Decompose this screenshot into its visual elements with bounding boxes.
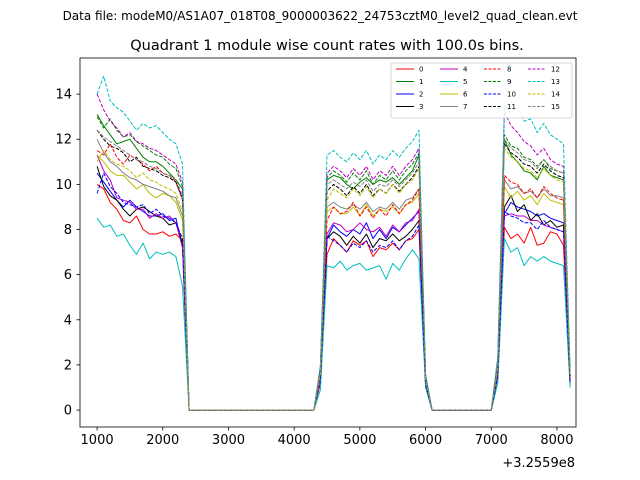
series-line-12 <box>96 93 571 411</box>
series-lines <box>96 75 571 411</box>
legend-label-11: 11 <box>507 103 516 111</box>
series-line-14 <box>96 147 571 411</box>
legend-label-2: 2 <box>419 91 423 99</box>
axes: 1000 2000 3000 4000 5000 6000 7000 800002468101… <box>55 57 577 448</box>
legend-label-3: 3 <box>419 103 423 111</box>
legend-box <box>390 62 573 119</box>
y-tick-label: 14 <box>55 88 72 103</box>
y-tick-label: 10 <box>55 178 72 193</box>
legend-label-13: 13 <box>551 78 560 86</box>
x-tick-label: 4000 <box>278 433 311 448</box>
plot-area <box>80 58 576 427</box>
legend-label-5: 5 <box>463 78 467 86</box>
legend-label-7: 7 <box>463 103 467 111</box>
legend-label-0: 0 <box>419 66 423 74</box>
x-tick-label: 1000 <box>81 433 114 448</box>
legend-label-14: 14 <box>551 91 560 99</box>
x-tick-label: 5000 <box>343 433 376 448</box>
y-tick-label: 6 <box>64 268 72 283</box>
series-line-15 <box>96 129 571 411</box>
legend-label-9: 9 <box>507 78 511 86</box>
legend-label-10: 10 <box>507 91 516 99</box>
legend-label-12: 12 <box>551 66 560 74</box>
x-tick-label: 3000 <box>212 433 245 448</box>
plot-frame <box>79 57 577 428</box>
legend-label-4: 4 <box>463 66 468 74</box>
x-tick-label: 6000 <box>409 433 442 448</box>
y-tick-label: 12 <box>55 133 72 148</box>
data-file-label: Data file: modeM0/AS1A07_018T08_90000036… <box>63 9 578 23</box>
legend-label-1: 1 <box>419 78 423 86</box>
plot-background <box>80 58 576 427</box>
x-tick-label: 2000 <box>146 433 179 448</box>
chart-title: Quadrant 1 module wise count rates with … <box>130 38 524 54</box>
x-tick-label: 8000 <box>540 433 573 448</box>
y-tick-label: 0 <box>64 404 72 419</box>
y-tick-label: 4 <box>64 313 72 328</box>
series-line-10 <box>96 172 571 411</box>
legend-label-8: 8 <box>507 66 511 74</box>
x-offset-label: +3.2559e8 <box>502 456 575 471</box>
y-tick-label: 2 <box>64 358 72 373</box>
legend-label-15: 15 <box>551 103 560 111</box>
y-tick-label: 8 <box>64 223 72 238</box>
legend-label-6: 6 <box>463 91 468 99</box>
x-tick-label: 7000 <box>475 433 508 448</box>
